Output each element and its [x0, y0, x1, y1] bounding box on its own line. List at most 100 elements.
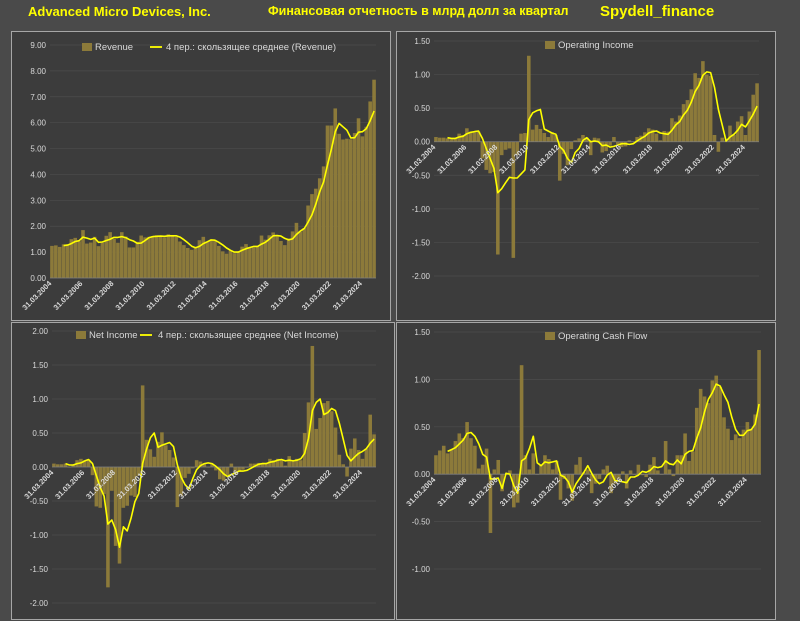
bar: [179, 467, 183, 496]
bar: [178, 241, 182, 278]
bar: [658, 140, 663, 142]
bar: [298, 231, 303, 278]
y-tick-label: 1.00: [30, 248, 46, 257]
bar: [368, 101, 372, 278]
bar: [453, 138, 458, 142]
bar: [530, 129, 535, 142]
bar: [468, 131, 473, 142]
bar: [743, 135, 748, 142]
bar: [704, 74, 709, 142]
x-tick-label: 31.03.2012: [529, 475, 562, 508]
bar: [687, 460, 691, 475]
bar: [106, 467, 110, 588]
bar: [218, 467, 222, 480]
bar: [135, 241, 140, 278]
bar: [154, 235, 159, 278]
bar: [345, 138, 349, 278]
bar: [156, 441, 160, 467]
bar: [574, 464, 578, 475]
bar: [94, 467, 99, 507]
bar: [121, 467, 126, 508]
bar: [627, 140, 632, 142]
bar: [92, 236, 97, 278]
operating-cash-flow-chart: -1.00-0.500.000.501.001.5031.03.200431.0…: [404, 328, 761, 574]
x-tick-label: 31.03.2022: [685, 475, 718, 508]
revenue-chart-panel: 0.00 1.00 2.00 3.00 4.00 5.00 6.00 7.00 8.00 9.00…: [11, 31, 391, 321]
bar: [465, 422, 469, 475]
bar: [232, 253, 237, 278]
bar: [352, 133, 357, 278]
y-tick-label: -1.50: [30, 565, 49, 574]
bar: [255, 246, 260, 278]
x-tick-label: 31.03.2004: [22, 467, 55, 500]
bar: [488, 474, 493, 533]
bar: [162, 237, 167, 278]
bar: [663, 441, 668, 475]
bar: [263, 239, 268, 278]
bar: [267, 235, 272, 278]
bar: [755, 83, 759, 142]
legend-bar-swatch: [82, 43, 92, 51]
y-tick-label: -2.00: [412, 272, 431, 281]
y-tick-label: 1.00: [414, 375, 430, 384]
y-tick-label: 2.00: [32, 327, 48, 336]
bar: [349, 448, 353, 467]
legend-bar-swatch: [545, 41, 555, 49]
y-tick-label: 2.00: [30, 222, 46, 231]
bar: [139, 235, 143, 278]
bar: [364, 448, 369, 467]
bar: [236, 251, 241, 278]
bar: [286, 238, 291, 278]
bar: [191, 467, 195, 469]
bar: [710, 380, 715, 475]
bar: [730, 440, 734, 475]
bar: [220, 251, 225, 278]
bar: [50, 245, 54, 278]
bar: [341, 139, 345, 278]
bar: [609, 474, 613, 494]
bar: [745, 422, 750, 475]
bar: [148, 449, 153, 467]
bar: [233, 467, 237, 474]
operating-cash-flow-chart-panel: -1.00 -0.50 0.00 0.50 1.00 1.50 31.03.2004 31.0…: [396, 322, 776, 620]
bar: [71, 464, 75, 467]
moving-average-line: [63, 110, 375, 253]
bar: [213, 240, 217, 278]
bar: [123, 236, 128, 278]
bar: [152, 456, 156, 467]
bar: [125, 467, 129, 506]
x-tick-label: 31.03.2020: [269, 279, 302, 312]
y-tick-label: 0.50: [414, 423, 430, 432]
bar: [86, 460, 91, 467]
bar: [368, 414, 372, 467]
bar: [492, 469, 497, 475]
bar: [701, 61, 705, 142]
x-tick-label: 31.03.2008: [83, 279, 116, 312]
bar: [290, 231, 295, 278]
bar: [706, 403, 711, 475]
y-tick-label: 1.00: [414, 71, 430, 80]
bar: [434, 455, 438, 475]
brand-label: Spydell_finance: [600, 3, 715, 20]
x-tick-label: 31.03.2012: [528, 143, 561, 176]
bar: [248, 247, 252, 278]
bar: [329, 125, 334, 279]
bar: [259, 235, 264, 278]
bar: [605, 465, 610, 475]
bar: [578, 457, 582, 475]
bar: [166, 234, 171, 278]
bar: [519, 365, 524, 475]
bar: [441, 137, 446, 142]
bar: [527, 469, 532, 475]
bar: [636, 464, 641, 475]
x-tick-label: 31.03.2016: [207, 279, 240, 312]
bar: [496, 459, 501, 475]
bar: [694, 407, 699, 475]
bar: [542, 132, 547, 142]
bar: [193, 247, 198, 278]
bar: [674, 121, 678, 142]
bar: [600, 141, 605, 153]
bar: [712, 135, 717, 142]
bar: [175, 467, 180, 508]
bar: [56, 464, 60, 467]
